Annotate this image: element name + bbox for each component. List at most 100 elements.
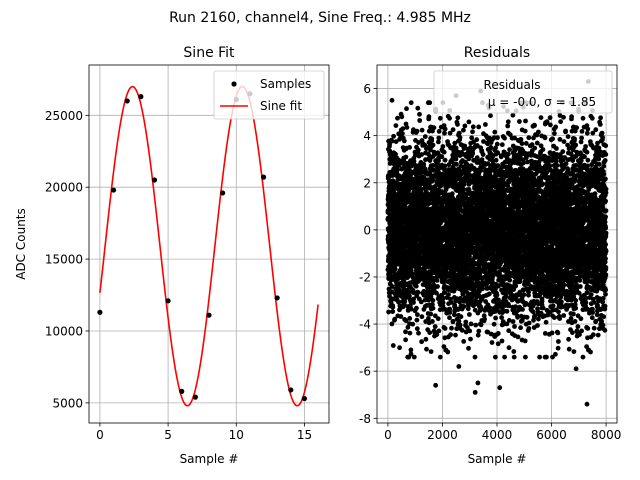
residual-point bbox=[440, 296, 446, 302]
residual-point bbox=[493, 354, 498, 360]
y-tick-label: 20000 bbox=[45, 181, 83, 195]
residual-point bbox=[411, 300, 416, 305]
residual-point bbox=[494, 141, 500, 147]
residual-point bbox=[393, 139, 399, 145]
residual-point bbox=[393, 123, 399, 128]
residual-point bbox=[447, 310, 453, 315]
residual-point bbox=[395, 167, 400, 173]
residual-point bbox=[431, 125, 437, 131]
sine-fit-legend-box bbox=[213, 70, 325, 120]
residual-point bbox=[390, 304, 396, 310]
residual-point bbox=[510, 112, 516, 118]
residual-point bbox=[404, 125, 410, 130]
residual-point bbox=[466, 119, 472, 125]
residual-point bbox=[495, 135, 500, 141]
residual-point bbox=[452, 140, 458, 146]
y-tick-label: 15000 bbox=[45, 253, 83, 267]
residual-point bbox=[455, 122, 460, 127]
residual-point bbox=[430, 177, 436, 183]
residual-point bbox=[387, 148, 393, 154]
residual-point bbox=[448, 332, 453, 338]
residual-point bbox=[430, 319, 435, 324]
residual-point bbox=[439, 202, 445, 208]
residual-point bbox=[502, 135, 507, 141]
residual-point bbox=[408, 100, 414, 106]
residual-point bbox=[415, 290, 421, 295]
residual-point bbox=[449, 325, 454, 331]
residual-point bbox=[519, 141, 525, 147]
residual-point bbox=[403, 337, 408, 343]
residual-point bbox=[430, 298, 436, 303]
residual-point bbox=[411, 354, 417, 360]
residual-point bbox=[414, 305, 419, 311]
residual-point bbox=[483, 122, 488, 127]
residual-point bbox=[411, 296, 416, 302]
residual-point bbox=[473, 322, 479, 328]
residual-point bbox=[407, 145, 412, 150]
residual-point bbox=[402, 204, 408, 209]
residual-point bbox=[461, 339, 467, 344]
y-tick-label: 10000 bbox=[45, 324, 83, 338]
residual-point bbox=[407, 330, 413, 336]
sine-fit-ylabel: ADC Counts bbox=[14, 208, 28, 280]
sine-fit-panel: Sine Fit 0 5 10 15500010000150002000025000 … bbox=[14, 45, 330, 466]
residual-point bbox=[510, 319, 516, 324]
residual-point bbox=[457, 299, 463, 305]
residual-point bbox=[403, 154, 409, 160]
residual-point bbox=[447, 130, 453, 136]
residual-point bbox=[492, 129, 498, 135]
residual-point bbox=[440, 300, 446, 306]
residual-point bbox=[445, 349, 451, 355]
residual-point bbox=[417, 111, 422, 117]
residual-point bbox=[426, 316, 431, 321]
residual-point bbox=[476, 328, 482, 334]
residual-point bbox=[489, 340, 495, 345]
residual-point bbox=[416, 330, 421, 336]
residual-point bbox=[482, 316, 487, 322]
residual-point bbox=[506, 151, 511, 157]
residual-point bbox=[430, 302, 435, 307]
residual-point bbox=[472, 354, 478, 360]
y-tick-label: 25000 bbox=[45, 109, 83, 123]
residual-point bbox=[392, 316, 398, 322]
residual-point bbox=[413, 283, 419, 289]
x-tick-label: 10 bbox=[229, 428, 244, 442]
sample-point bbox=[206, 312, 212, 318]
residual-point bbox=[436, 135, 442, 141]
residual-point bbox=[441, 149, 447, 155]
residual-point bbox=[403, 318, 409, 324]
residual-point bbox=[512, 324, 517, 329]
y-tick-label: 5000 bbox=[52, 396, 83, 410]
residual-point bbox=[432, 313, 438, 319]
residual-point bbox=[435, 316, 441, 322]
residual-point bbox=[402, 299, 408, 304]
residual-point bbox=[422, 134, 428, 140]
residual-point bbox=[457, 135, 463, 140]
residual-point bbox=[461, 127, 466, 133]
residual-point bbox=[414, 128, 420, 134]
residual-point bbox=[411, 158, 417, 164]
sine-fit-title: Sine Fit bbox=[183, 45, 235, 61]
residual-point bbox=[515, 334, 521, 340]
residual-point bbox=[427, 100, 433, 106]
sample-point bbox=[220, 190, 226, 196]
residual-point bbox=[416, 278, 422, 284]
legend-samples-label: Samples bbox=[260, 77, 311, 91]
residual-point bbox=[499, 338, 505, 344]
residual-point bbox=[404, 106, 409, 112]
residual-point bbox=[459, 327, 465, 333]
residual-point bbox=[410, 271, 416, 277]
residual-point bbox=[495, 331, 501, 336]
residual-point bbox=[495, 163, 501, 169]
residual-point bbox=[443, 269, 449, 275]
residual-point bbox=[391, 133, 396, 139]
residual-point bbox=[442, 130, 447, 136]
residual-point bbox=[452, 312, 457, 318]
residual-point bbox=[437, 115, 443, 121]
residual-point bbox=[436, 129, 442, 134]
residual-point bbox=[437, 354, 443, 360]
residual-point bbox=[470, 129, 475, 135]
sine-fit-xlabel: Sample # bbox=[180, 452, 239, 466]
